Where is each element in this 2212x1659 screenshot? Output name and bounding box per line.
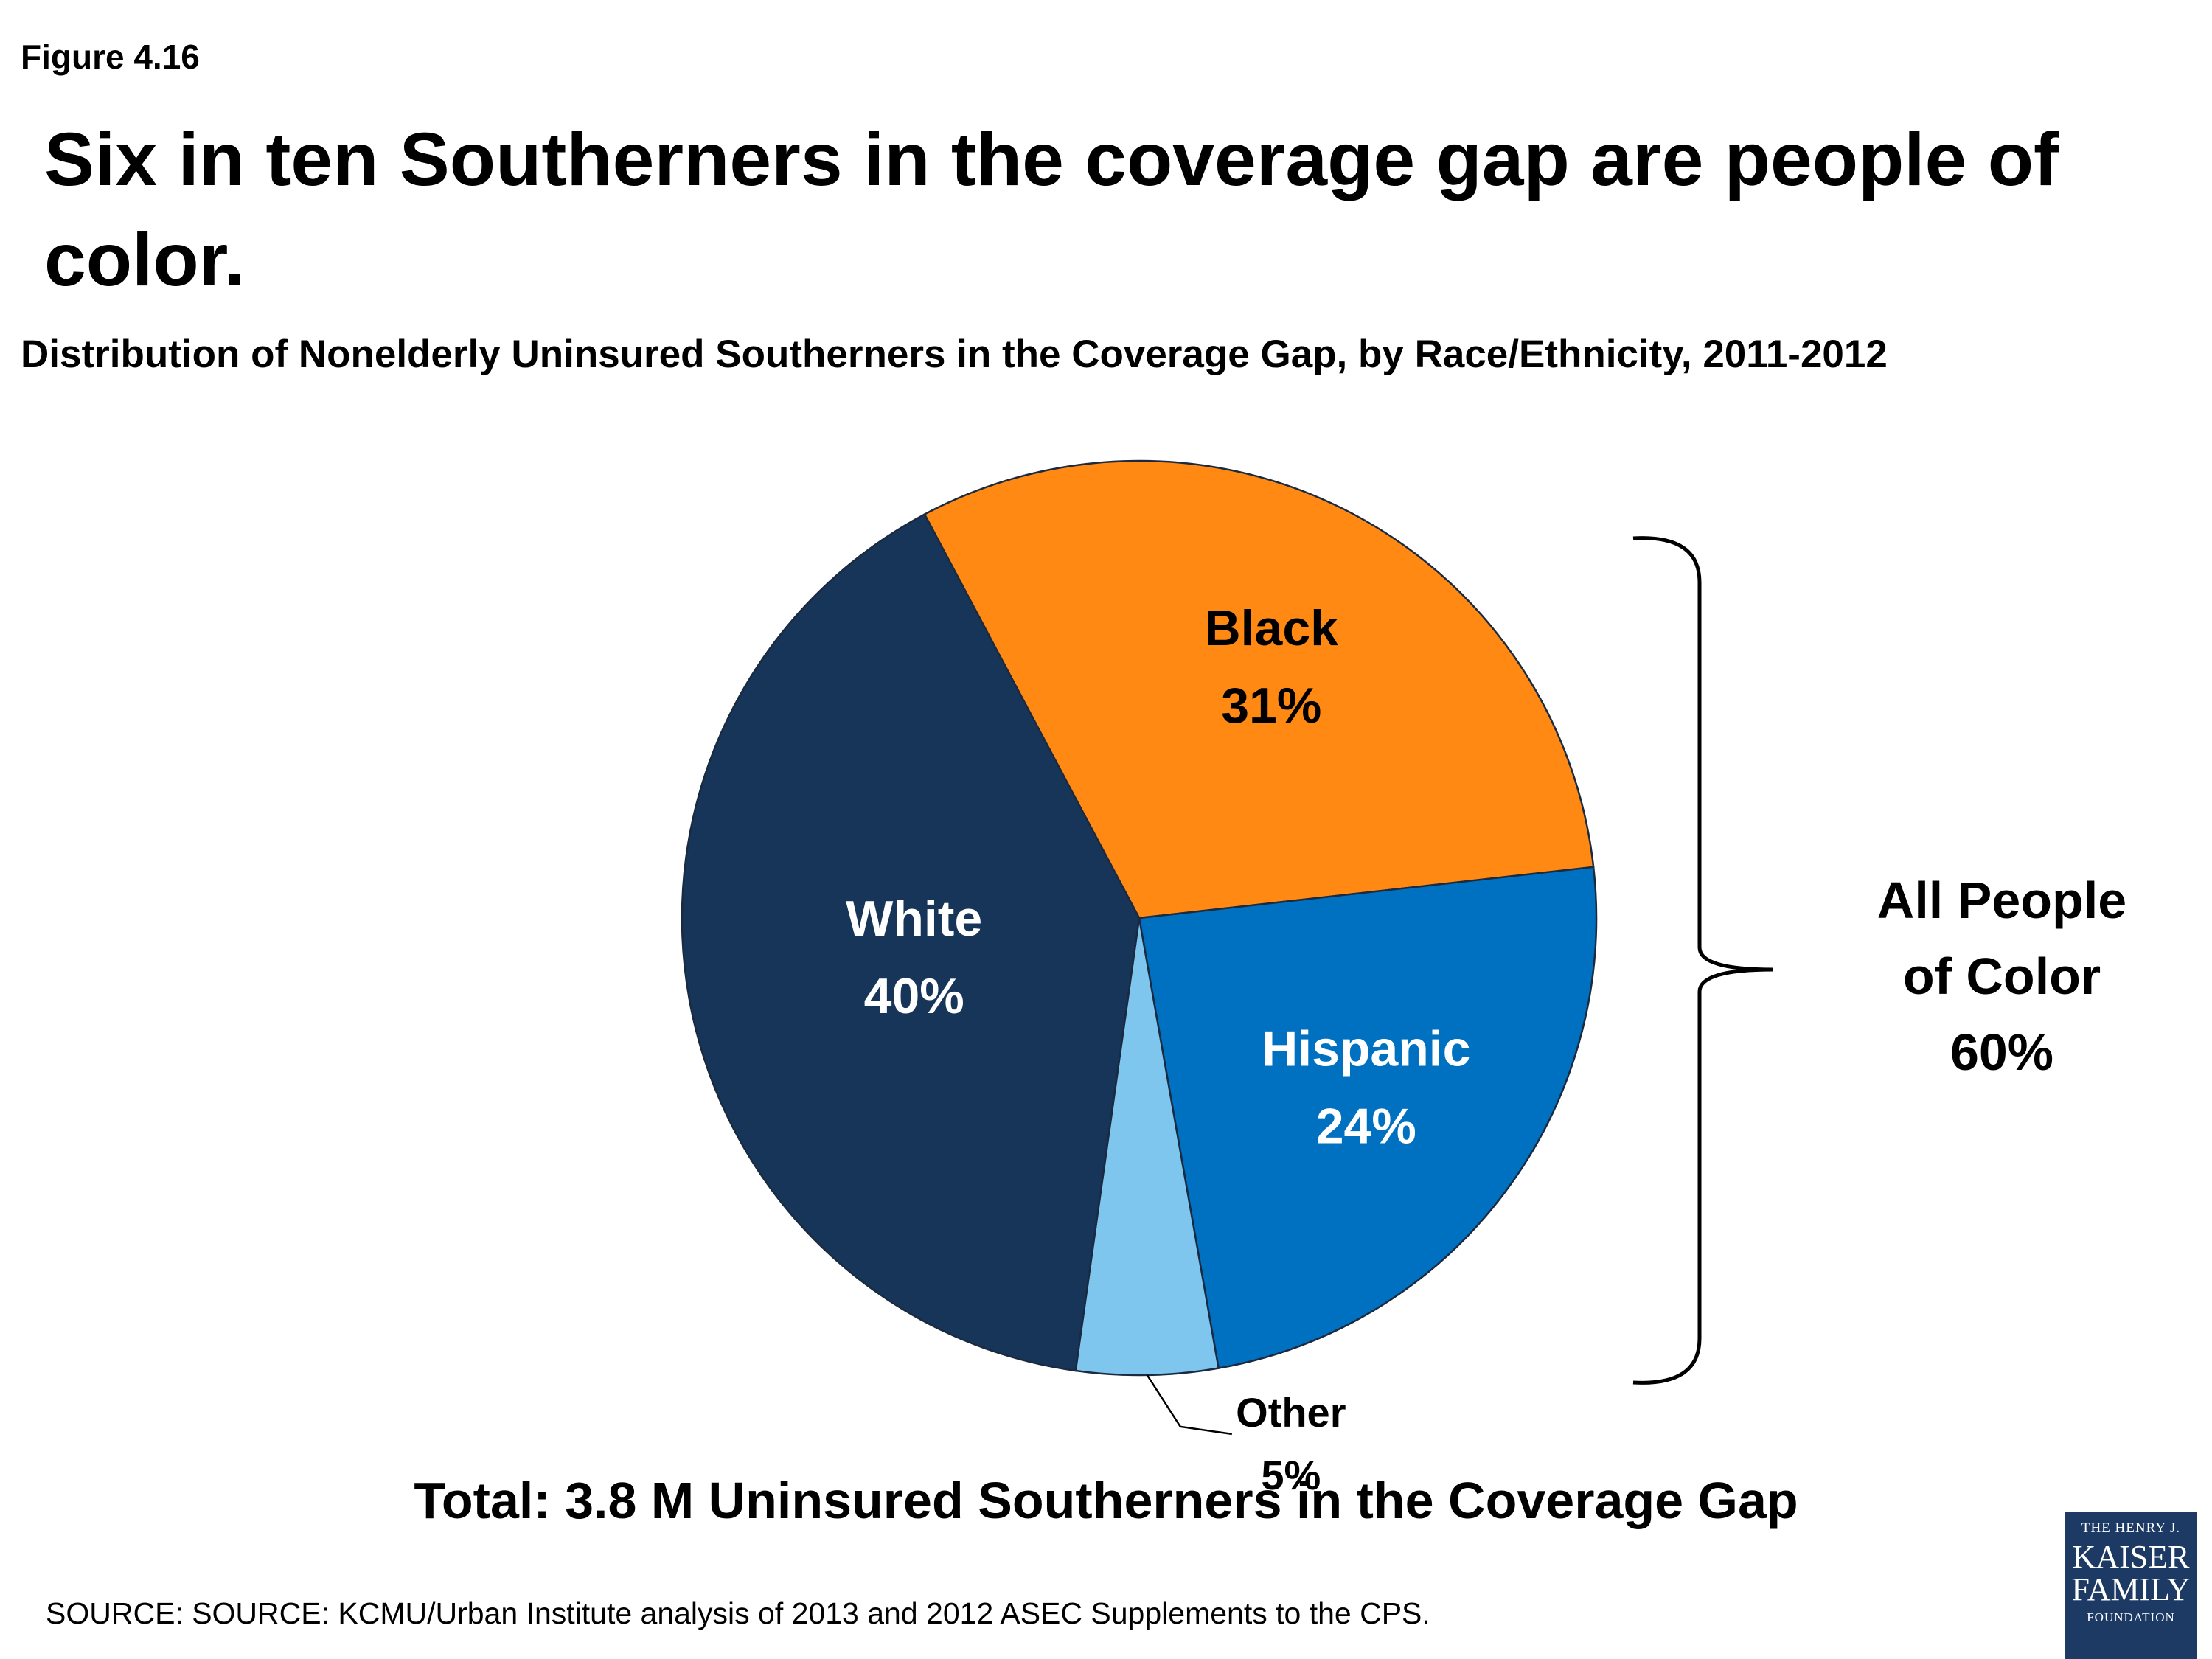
logo-line-3: FAMILY xyxy=(2071,1571,2191,1607)
slice-value-other: 5% xyxy=(1261,1452,1321,1498)
logo-line-1: THE HENRY J. xyxy=(2081,1520,2181,1536)
pie-slice-hispanic xyxy=(1138,866,1598,1370)
figure-label: Figure 4.16 xyxy=(21,38,200,76)
slice-label-hispanic: Hispanic xyxy=(1262,1020,1470,1077)
kff-logo: THE HENRY J. KAISER FAMILY FOUNDATION xyxy=(2065,1512,2197,1659)
chart-subtitle: Distribution of Nonelderly Uninsured Sou… xyxy=(21,333,1888,376)
source-note: SOURCE: SOURCE: KCMU/Urban Institute ana… xyxy=(46,1596,1430,1630)
slice-label-other: Other xyxy=(1236,1389,1346,1436)
slice-value-black: 31% xyxy=(1221,678,1321,734)
slice-label-black: Black xyxy=(1205,600,1339,656)
page-title: Six in ten Southerners in the coverage g… xyxy=(44,117,2059,302)
total-caption: Total: 3.8 M Uninsured Southerners in th… xyxy=(414,1472,1798,1529)
logo-line-4: FOUNDATION xyxy=(2087,1610,2175,1624)
slice-value-hispanic: 24% xyxy=(1316,1098,1416,1154)
logo-line-2: KAISER xyxy=(2072,1539,2190,1575)
pie-slice-black xyxy=(923,459,1595,919)
slice-value-white: 40% xyxy=(864,968,964,1024)
bracket-label-line-2: of Color xyxy=(1903,947,2101,1005)
bracket-label-line-3: 60% xyxy=(1950,1023,2053,1081)
leader-line-other xyxy=(1146,1374,1232,1436)
bracket-label-line-1: All People xyxy=(1877,872,2126,929)
slice-label-white: White xyxy=(846,891,982,947)
people-of-color-bracket xyxy=(1632,536,1774,1385)
pie-slice-white xyxy=(681,512,1141,1372)
